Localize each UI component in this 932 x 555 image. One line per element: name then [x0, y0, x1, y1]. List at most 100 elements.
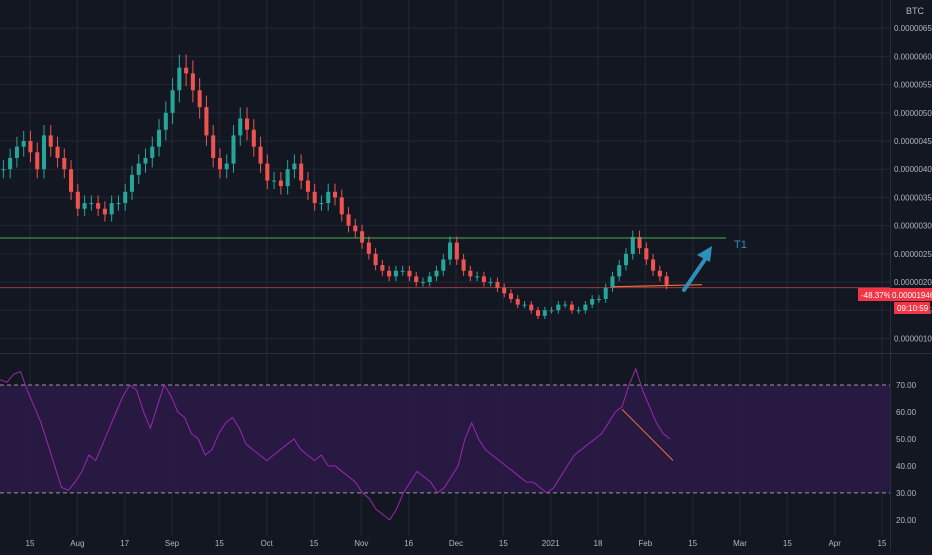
candle[interactable] [244, 107, 250, 141]
candle[interactable] [62, 148, 67, 179]
candle[interactable] [448, 236, 453, 265]
candle[interactable] [231, 125, 236, 173]
candle[interactable] [129, 166, 134, 200]
candle[interactable] [522, 301, 527, 309]
candle[interactable] [596, 295, 601, 303]
candle[interactable] [1, 160, 6, 179]
candle[interactable] [184, 54, 189, 87]
rsi-line[interactable] [0, 367, 671, 521]
candle[interactable] [610, 271, 615, 292]
rsi-divergence-line[interactable] [621, 408, 674, 461]
target-arrow-head[interactable] [697, 246, 712, 262]
candle[interactable] [278, 171, 283, 195]
candle[interactable] [502, 283, 507, 298]
candle[interactable] [414, 271, 419, 287]
candle[interactable] [319, 195, 324, 211]
candle[interactable] [211, 125, 216, 168]
candle[interactable] [75, 183, 80, 217]
candle[interactable] [102, 201, 107, 222]
candle[interactable] [380, 259, 385, 276]
candle[interactable] [41, 125, 47, 179]
candle[interactable] [569, 301, 574, 314]
candle[interactable] [123, 183, 128, 211]
candle[interactable] [339, 189, 344, 222]
candle[interactable] [332, 183, 338, 206]
candle[interactable] [238, 107, 243, 146]
candle[interactable] [82, 195, 87, 217]
target-arrow-shaft[interactable] [682, 256, 708, 292]
candle[interactable] [258, 136, 263, 173]
candle[interactable] [353, 218, 358, 238]
candle[interactable] [8, 148, 13, 179]
candle[interactable] [14, 136, 19, 168]
candle[interactable] [576, 306, 581, 314]
candle[interactable] [475, 271, 480, 282]
candle[interactable] [305, 171, 310, 200]
candle[interactable] [177, 54, 182, 103]
rsi-pane[interactable] [0, 367, 890, 521]
candle[interactable] [637, 230, 642, 255]
candle[interactable] [623, 248, 629, 271]
candle[interactable] [583, 301, 588, 314]
candle[interactable] [136, 154, 141, 184]
candle[interactable] [116, 195, 121, 211]
candle[interactable] [488, 277, 493, 287]
candle[interactable] [441, 254, 446, 276]
candle[interactable] [393, 265, 398, 282]
candle[interactable] [21, 130, 26, 157]
candle[interactable] [55, 136, 60, 168]
candle[interactable] [272, 171, 277, 190]
candle[interactable] [461, 254, 466, 276]
candle[interactable] [603, 283, 608, 303]
candle[interactable] [468, 265, 473, 282]
candle[interactable] [454, 236, 459, 265]
candle[interactable] [143, 148, 148, 173]
candle[interactable] [664, 271, 669, 290]
candle[interactable] [299, 154, 304, 190]
candle[interactable] [190, 60, 195, 103]
candle[interactable] [326, 183, 331, 211]
candle[interactable] [35, 142, 40, 179]
candle[interactable] [563, 301, 568, 309]
price-pane[interactable] [0, 54, 890, 320]
candle[interactable] [590, 295, 595, 309]
candle[interactable] [285, 160, 290, 195]
candle[interactable] [651, 254, 656, 276]
candle[interactable] [508, 289, 513, 303]
candle[interactable] [150, 136, 155, 168]
candle[interactable] [434, 265, 439, 282]
candle[interactable] [157, 119, 162, 157]
candle[interactable] [556, 301, 561, 314]
candle[interactable] [109, 195, 114, 222]
candle[interactable] [217, 148, 222, 179]
candle[interactable] [373, 248, 378, 271]
candle[interactable] [617, 259, 622, 282]
candle[interactable] [89, 195, 94, 211]
candle[interactable] [69, 160, 74, 200]
candle[interactable] [549, 306, 554, 314]
candle[interactable] [481, 271, 486, 287]
candle[interactable] [204, 95, 209, 146]
candle[interactable] [420, 277, 426, 287]
candle[interactable] [644, 242, 649, 265]
candle[interactable] [542, 306, 547, 320]
candle[interactable] [407, 265, 412, 282]
candle[interactable] [292, 154, 297, 179]
candle[interactable] [400, 265, 405, 276]
candle[interactable] [197, 78, 202, 119]
candle[interactable] [427, 271, 432, 287]
candle[interactable] [366, 236, 371, 260]
candle[interactable] [657, 265, 662, 282]
candle[interactable] [265, 154, 270, 190]
candle[interactable] [170, 78, 175, 125]
candle[interactable] [515, 295, 520, 309]
candle[interactable] [529, 301, 534, 314]
candle[interactable] [48, 125, 53, 157]
candle[interactable] [387, 265, 392, 282]
candle[interactable] [96, 195, 101, 217]
candle[interactable] [536, 306, 541, 320]
candle[interactable] [630, 230, 635, 260]
candle[interactable] [163, 101, 168, 141]
